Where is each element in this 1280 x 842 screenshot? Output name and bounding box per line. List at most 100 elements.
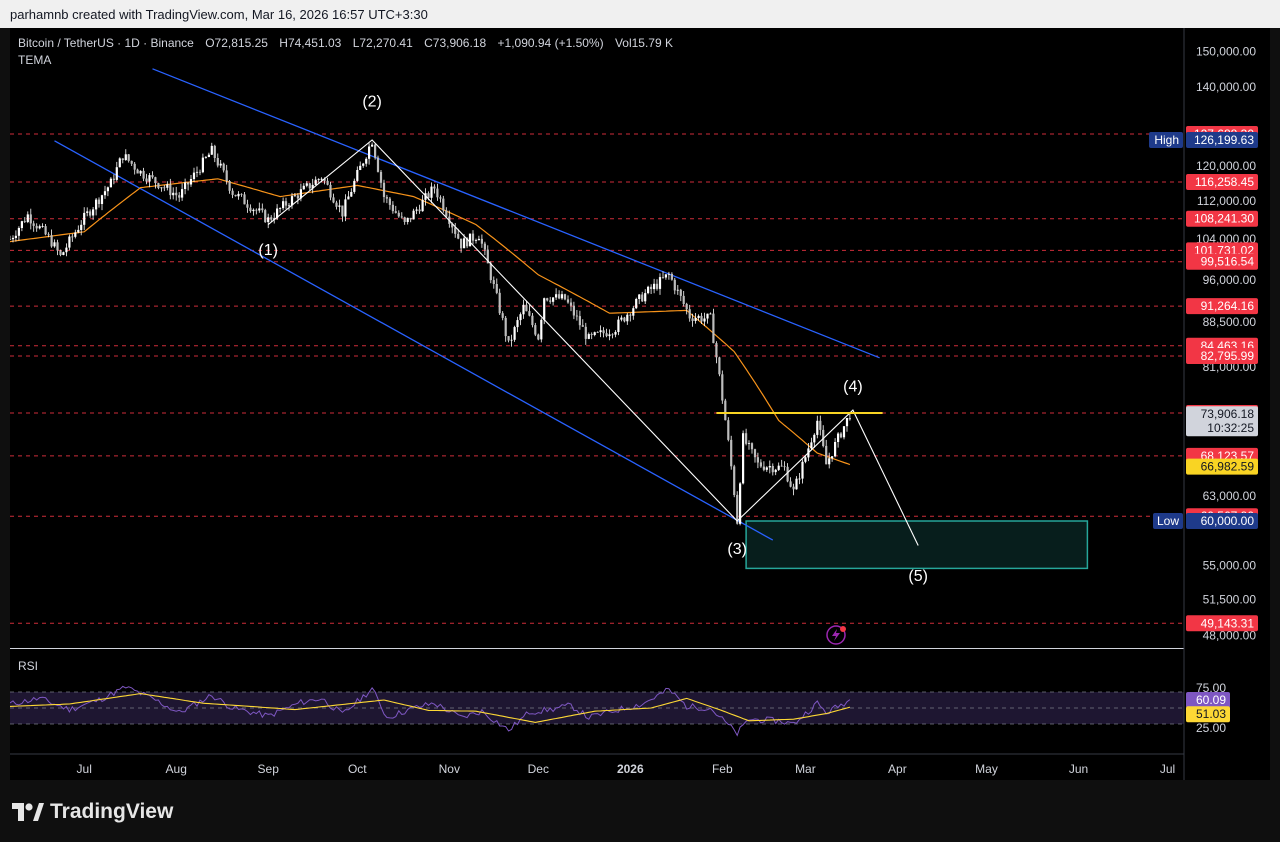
candle[interactable] bbox=[540, 318, 543, 343]
candle[interactable] bbox=[77, 225, 80, 234]
candle[interactable] bbox=[53, 239, 56, 248]
candle[interactable] bbox=[421, 195, 424, 212]
candle[interactable] bbox=[204, 156, 207, 159]
candle[interactable] bbox=[673, 277, 676, 295]
candle[interactable] bbox=[403, 216, 406, 225]
candle[interactable] bbox=[587, 332, 590, 340]
candle[interactable] bbox=[374, 143, 377, 160]
candle[interactable] bbox=[385, 194, 388, 204]
candle[interactable] bbox=[92, 207, 95, 220]
candle[interactable] bbox=[50, 229, 53, 248]
high-badge[interactable]: 126,199.63 bbox=[1186, 132, 1258, 148]
candle[interactable] bbox=[338, 199, 341, 213]
candle[interactable] bbox=[555, 288, 558, 300]
candle[interactable] bbox=[676, 285, 679, 295]
candle[interactable] bbox=[157, 182, 160, 190]
candle[interactable] bbox=[664, 274, 667, 280]
price-level-badge[interactable]: 99,516.54 bbox=[1186, 253, 1258, 270]
candle[interactable] bbox=[379, 170, 383, 188]
candle[interactable] bbox=[142, 167, 145, 182]
candle[interactable] bbox=[163, 185, 166, 192]
candle[interactable] bbox=[219, 160, 222, 168]
candle[interactable] bbox=[522, 299, 525, 319]
candle[interactable] bbox=[608, 329, 611, 341]
candle[interactable] bbox=[623, 316, 626, 323]
pane-separator[interactable] bbox=[10, 648, 1184, 649]
candle[interactable] bbox=[715, 341, 718, 364]
candle[interactable] bbox=[661, 271, 665, 279]
candle[interactable] bbox=[700, 312, 703, 324]
candle[interactable] bbox=[365, 157, 368, 167]
candle[interactable] bbox=[617, 316, 620, 336]
candle[interactable] bbox=[703, 312, 706, 326]
candle[interactable] bbox=[261, 203, 264, 213]
candle[interactable] bbox=[552, 297, 555, 306]
candle[interactable] bbox=[584, 322, 587, 345]
candle[interactable] bbox=[531, 313, 534, 328]
candle[interactable] bbox=[181, 183, 184, 201]
candle[interactable] bbox=[596, 331, 599, 333]
candle[interactable] bbox=[169, 178, 172, 200]
tradingview-logo[interactable]: TradingView bbox=[12, 800, 173, 824]
candle[interactable] bbox=[213, 144, 216, 163]
tema-value-badge[interactable]: 66,982.59 bbox=[1186, 458, 1258, 475]
candle[interactable] bbox=[172, 187, 175, 200]
candle[interactable] bbox=[611, 333, 614, 339]
candle[interactable] bbox=[187, 182, 190, 191]
candle[interactable] bbox=[341, 205, 344, 222]
candle[interactable] bbox=[495, 278, 498, 295]
candle[interactable] bbox=[246, 199, 249, 213]
candle[interactable] bbox=[317, 178, 320, 183]
candle[interactable] bbox=[397, 210, 400, 218]
candle[interactable] bbox=[650, 284, 653, 294]
candle[interactable] bbox=[605, 328, 608, 338]
candle[interactable] bbox=[721, 370, 724, 404]
candle[interactable] bbox=[629, 313, 632, 322]
candle[interactable] bbox=[273, 212, 276, 224]
candle[interactable] bbox=[765, 466, 768, 472]
candle[interactable] bbox=[225, 164, 228, 185]
candle[interactable] bbox=[95, 198, 98, 216]
candle[interactable] bbox=[507, 336, 510, 343]
candle[interactable] bbox=[801, 459, 804, 484]
candle[interactable] bbox=[228, 180, 231, 194]
candle[interactable] bbox=[359, 161, 362, 171]
candle[interactable] bbox=[35, 223, 38, 232]
candle[interactable] bbox=[658, 273, 662, 295]
candle[interactable] bbox=[709, 312, 712, 315]
candle[interactable] bbox=[314, 176, 317, 186]
candle[interactable] bbox=[83, 207, 86, 231]
candle[interactable] bbox=[819, 415, 822, 436]
candle[interactable] bbox=[356, 166, 359, 182]
candle[interactable] bbox=[519, 312, 522, 326]
candle[interactable] bbox=[112, 174, 115, 185]
candle[interactable] bbox=[632, 305, 635, 320]
candle[interactable] bbox=[825, 439, 828, 465]
price-level-badge[interactable]: 91,264.16 bbox=[1186, 298, 1258, 315]
candle[interactable] bbox=[644, 289, 647, 304]
candle[interactable] bbox=[504, 316, 507, 342]
candle[interactable] bbox=[638, 294, 641, 305]
candle[interactable] bbox=[118, 157, 121, 168]
channel-line[interactable] bbox=[152, 68, 880, 359]
candle[interactable] bbox=[231, 188, 234, 199]
candle[interactable] bbox=[305, 181, 308, 188]
candle[interactable] bbox=[528, 305, 531, 317]
candle[interactable] bbox=[394, 205, 397, 214]
candle[interactable] bbox=[97, 197, 101, 208]
candle[interactable] bbox=[249, 204, 252, 213]
candle[interactable] bbox=[655, 279, 659, 291]
candle[interactable] bbox=[599, 325, 602, 338]
candle[interactable] bbox=[682, 291, 685, 307]
candle[interactable] bbox=[477, 235, 480, 241]
candle[interactable] bbox=[207, 152, 210, 158]
candle[interactable] bbox=[569, 298, 573, 312]
candle[interactable] bbox=[240, 193, 243, 197]
candle[interactable] bbox=[56, 239, 59, 256]
candle[interactable] bbox=[759, 459, 762, 468]
candle[interactable] bbox=[400, 212, 403, 219]
candle[interactable] bbox=[124, 149, 127, 161]
candle[interactable] bbox=[718, 356, 721, 377]
candle[interactable] bbox=[697, 314, 700, 321]
candle[interactable] bbox=[578, 310, 581, 330]
